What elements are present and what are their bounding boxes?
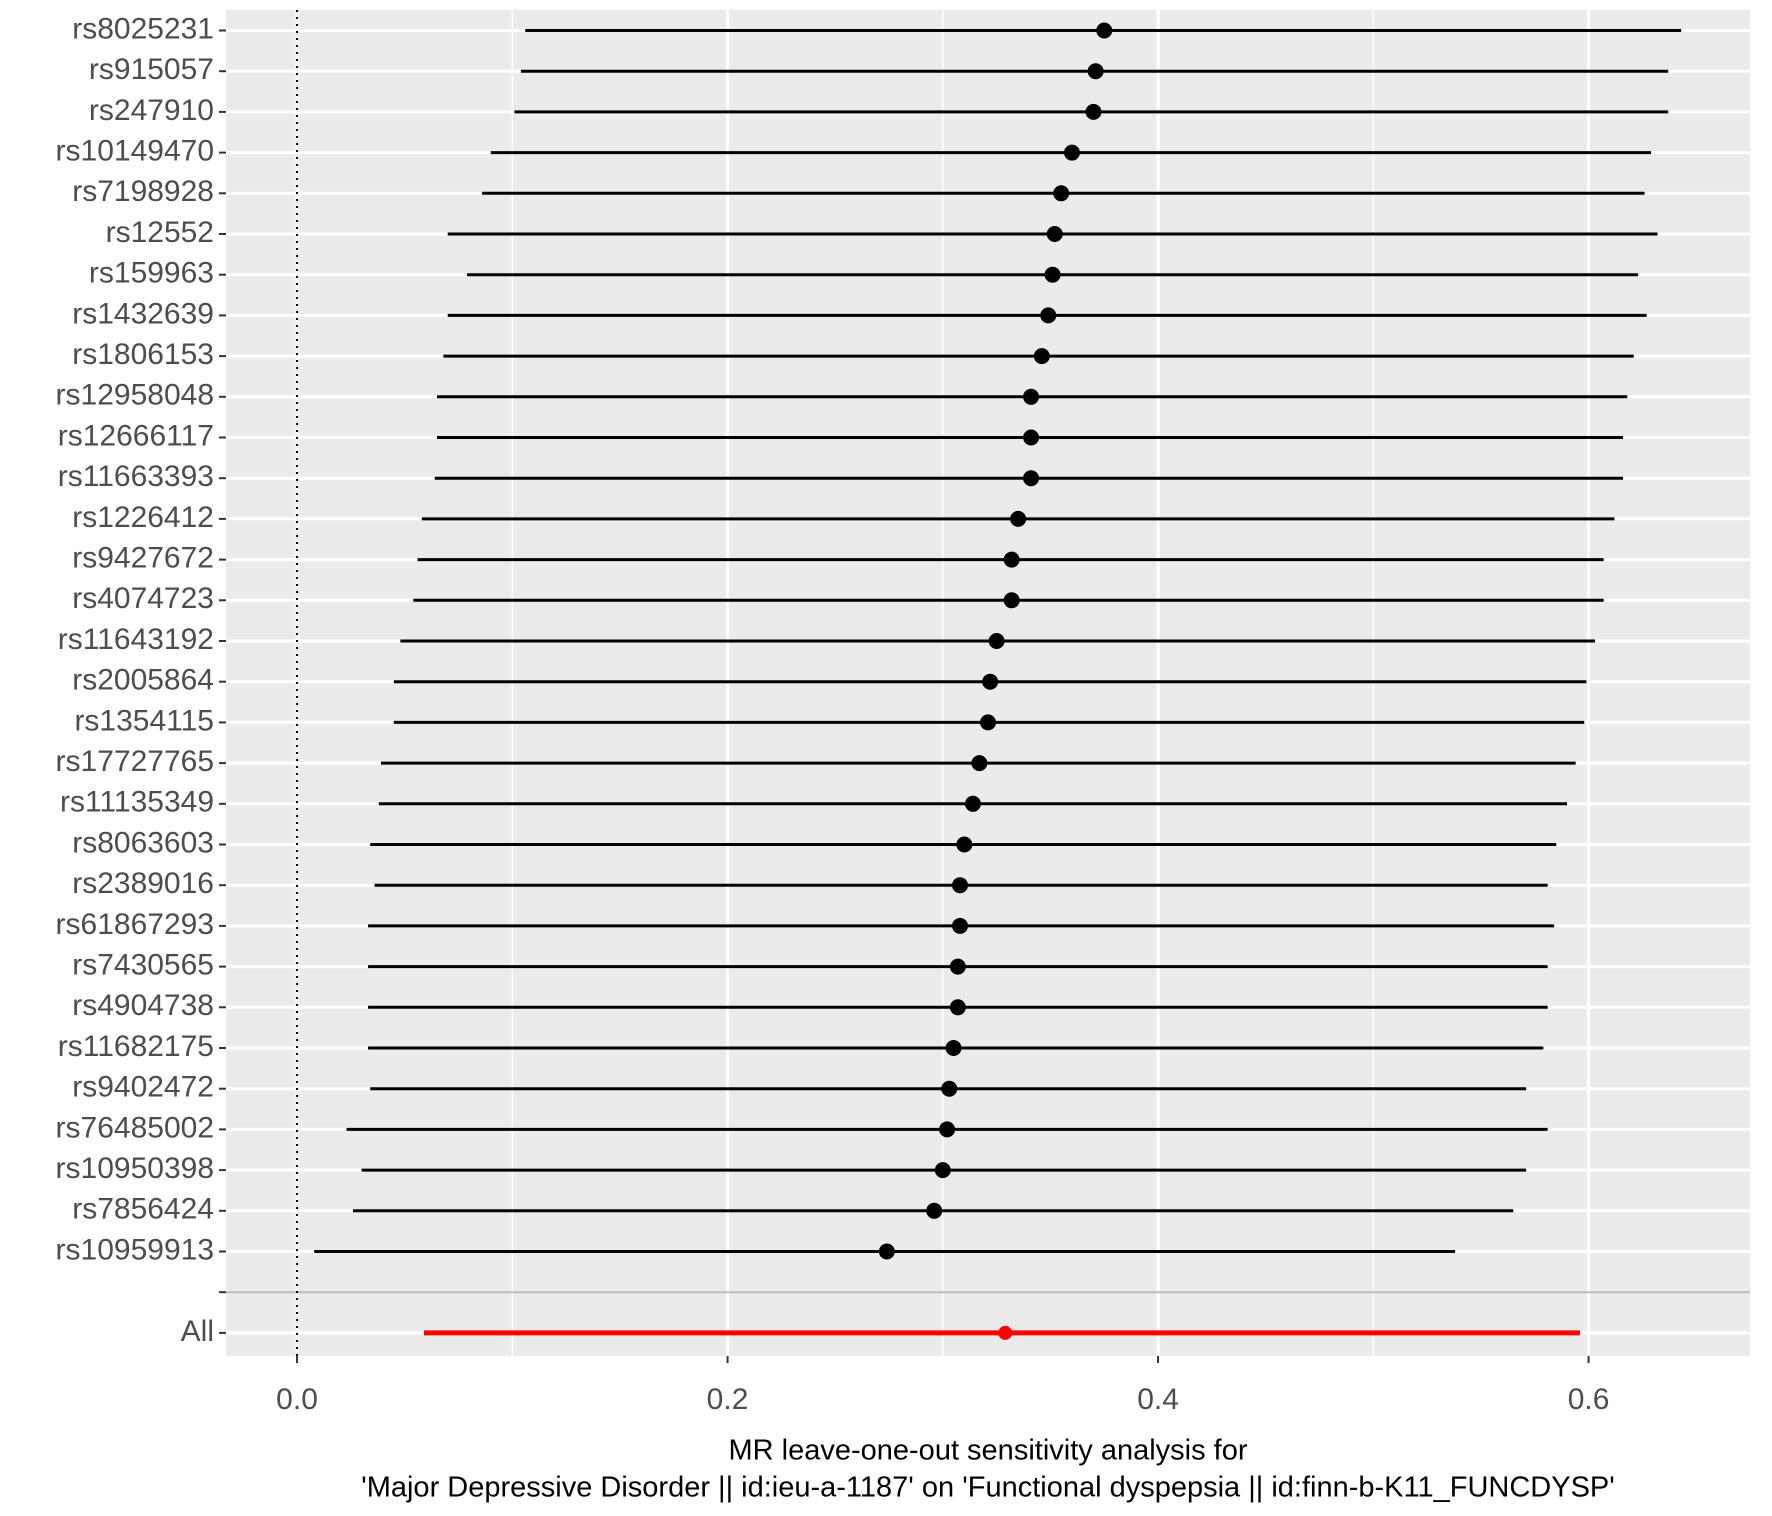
point-estimate: [941, 1080, 958, 1097]
y-tick-label: rs8063603: [72, 826, 214, 859]
point-estimate: [934, 1162, 951, 1179]
point-estimate: [1046, 226, 1063, 242]
x-tick-label: 0.2: [707, 1383, 749, 1416]
y-tick-label: All: [181, 1315, 214, 1348]
y-tick-label: rs11663393: [58, 460, 214, 493]
y-tick-label: rs12958048: [56, 379, 214, 412]
y-tick-label: rs1806153: [72, 338, 214, 371]
point-estimate: [1003, 592, 1020, 609]
y-tick-label: rs1354115: [74, 704, 214, 737]
point-estimate: [1003, 551, 1020, 568]
y-tick-label: rs10149470: [56, 135, 214, 168]
y-tick-label: rs17727765: [56, 745, 214, 778]
point-estimate: [998, 1325, 1013, 1340]
point-estimate: [1063, 144, 1080, 161]
point-estimate: [926, 1202, 943, 1219]
point-estimate: [949, 999, 966, 1016]
y-tick-label: rs7198928: [72, 175, 214, 208]
point-estimate: [1085, 103, 1102, 120]
point-estimate: [956, 836, 973, 853]
y-tick-label: rs76485002: [56, 1111, 214, 1144]
point-estimate: [982, 673, 999, 690]
x-tick-label: 0.4: [1137, 1383, 1179, 1416]
point-estimate: [945, 1040, 962, 1056]
point-estimate: [1010, 510, 1027, 527]
x-axis-label: 'Major Depressive Disorder || id:ieu-a-1…: [361, 1472, 1615, 1504]
y-tick-label: rs247910: [89, 94, 214, 127]
y-tick-label: rs915057: [89, 53, 214, 86]
point-estimate: [878, 1243, 895, 1260]
y-tick-label: rs4904738: [72, 989, 214, 1022]
point-estimate: [1040, 307, 1057, 324]
point-estimate: [1023, 429, 1040, 446]
y-tick-label: rs12666117: [58, 419, 214, 452]
point-estimate: [1044, 266, 1061, 283]
point-estimate: [988, 633, 1005, 649]
y-tick-label: rs2389016: [72, 867, 214, 900]
x-tick-label: 0.6: [1568, 1383, 1610, 1416]
y-tick-label: rs8025231: [72, 12, 214, 45]
y-tick-label: rs1226412: [72, 501, 214, 534]
point-estimate: [1023, 388, 1040, 405]
point-estimate: [952, 877, 969, 894]
y-tick-label: rs7856424: [72, 1193, 214, 1226]
point-estimate: [949, 958, 966, 975]
point-estimate: [1023, 470, 1040, 487]
y-tick-label: rs12552: [106, 216, 214, 249]
y-tick-label: rs10950398: [56, 1152, 214, 1185]
y-tick-label: rs9427672: [72, 542, 214, 575]
point-estimate: [971, 755, 988, 772]
y-tick-label: rs7430565: [72, 949, 214, 982]
point-estimate: [1033, 348, 1050, 365]
point-estimate: [964, 795, 981, 812]
y-tick-label: rs2005864: [72, 664, 214, 697]
point-estimate: [1053, 185, 1070, 202]
y-tick-label: rs9402472: [72, 1071, 214, 1104]
point-estimate: [980, 714, 996, 731]
y-tick-label: rs11643192: [58, 623, 214, 656]
y-tick-label: rs11682175: [58, 1030, 214, 1063]
y-tick-label: rs1432639: [72, 297, 214, 330]
y-tick-label: rs10959913: [56, 1233, 214, 1266]
y-tick-label: rs159963: [89, 257, 214, 290]
x-tick-label: 0.0: [276, 1383, 318, 1416]
point-estimate: [952, 917, 969, 934]
point-estimate: [939, 1121, 956, 1138]
y-tick-label: rs4074723: [72, 582, 214, 615]
x-axis-label: MR leave-one-out sensitivity analysis fo…: [729, 1435, 1248, 1467]
y-tick-label: rs61867293: [56, 908, 214, 941]
point-estimate: [1087, 63, 1104, 80]
y-tick-label: rs11135349: [60, 786, 214, 819]
point-estimate: [1096, 22, 1113, 39]
